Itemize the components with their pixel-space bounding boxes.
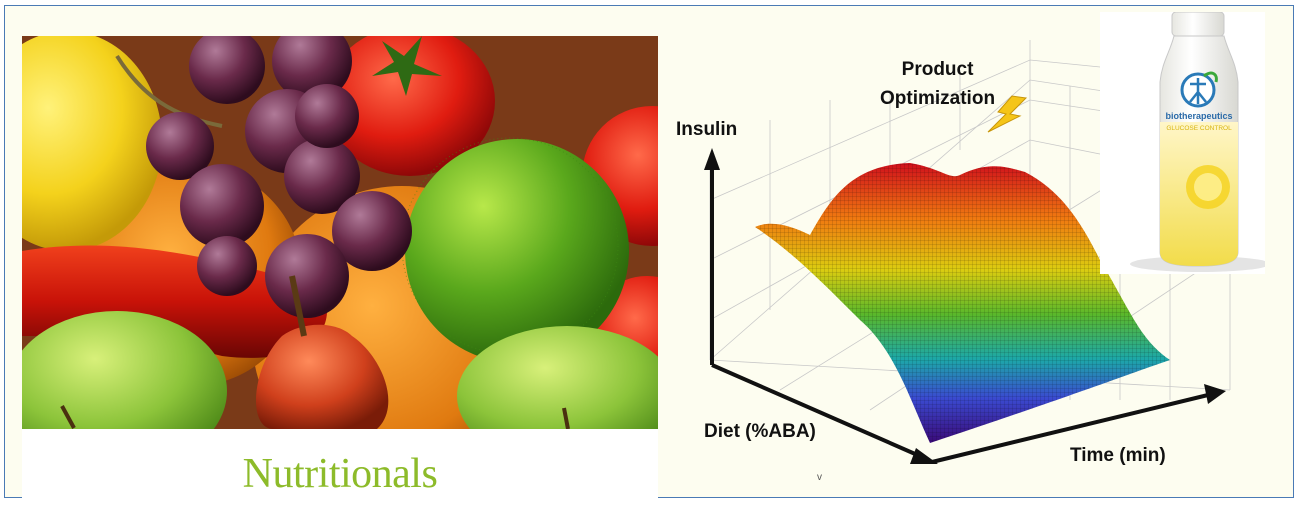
z-axis-label: Insulin <box>676 119 738 140</box>
y-axis-label: Diet (%ABA) <box>704 421 816 442</box>
fruit-photo <box>22 36 658 429</box>
tomato-top <box>325 36 495 176</box>
x-axis <box>931 393 1209 464</box>
minor-mark: v <box>817 472 822 483</box>
product-label-line2: Optimization <box>880 88 996 109</box>
y-axis-arrow <box>910 448 938 464</box>
product-bottle: biotherapeutics GLUCOSE CONTROL <box>1100 12 1265 274</box>
nutritionals-panel: Nutritionals <box>22 36 658 498</box>
bottle-product-text: GLUCOSE CONTROL <box>1166 125 1232 132</box>
grape-cluster <box>115 36 412 318</box>
x-axis-arrow <box>1204 384 1226 404</box>
lime-shape <box>405 139 629 363</box>
product-optimization-label: Product Optimization <box>880 55 995 113</box>
y-axis <box>711 363 923 459</box>
lemon-shape <box>22 36 162 251</box>
bottle-brand-text: biotherapeutics <box>1165 111 1232 121</box>
axes <box>704 148 1226 464</box>
green-apple-right <box>457 326 658 429</box>
x-axis-label: Time (min) <box>1070 445 1166 466</box>
z-axis-arrow <box>704 148 720 170</box>
lightning-bolt-icon <box>987 95 1028 133</box>
tomato-stem <box>372 36 442 96</box>
product-label-line1: Product <box>901 59 974 80</box>
green-apple-left <box>22 311 227 429</box>
pear-shape <box>255 324 389 429</box>
insulin-surface-plot <box>704 40 1231 464</box>
nutritionals-caption: Nutritionals <box>242 451 438 497</box>
